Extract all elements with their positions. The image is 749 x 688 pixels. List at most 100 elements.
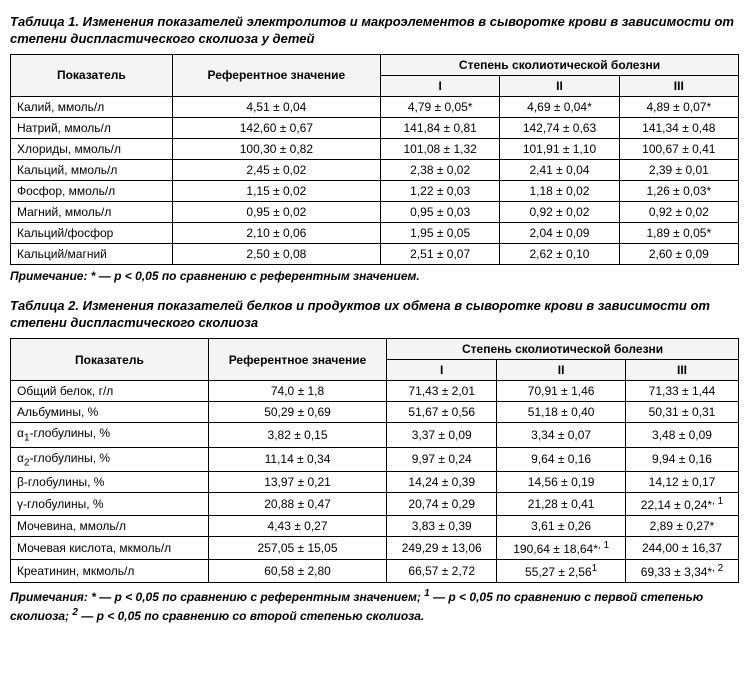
row-value: 2,10 ± 0,06 bbox=[172, 222, 380, 243]
th-deg2: II bbox=[497, 360, 626, 381]
row-value: 71,43 ± 2,01 bbox=[387, 381, 497, 402]
row-value: 3,34 ± 0,07 bbox=[497, 423, 626, 447]
row-value: 55,27 ± 2,561 bbox=[497, 559, 626, 582]
row-value: 244,00 ± 16,37 bbox=[626, 536, 739, 559]
row-value: 1,15 ± 0,02 bbox=[172, 180, 380, 201]
row-value: 2,60 ± 0,09 bbox=[619, 243, 738, 264]
row-value: 4,51 ± 0,04 bbox=[172, 96, 380, 117]
row-value: 101,08 ± 1,32 bbox=[381, 138, 500, 159]
row-value: 4,43 ± 0,27 bbox=[208, 515, 386, 536]
row-value: 1,89 ± 0,05* bbox=[619, 222, 738, 243]
row-value: 50,29 ± 0,69 bbox=[208, 402, 386, 423]
row-value: 3,37 ± 0,09 bbox=[387, 423, 497, 447]
table1: Показатель Референтное значение Степень … bbox=[10, 54, 739, 265]
row-value: 1,22 ± 0,03 bbox=[381, 180, 500, 201]
row-label: Мочевина, ммоль/л bbox=[11, 515, 209, 536]
row-value: 14,56 ± 0,19 bbox=[497, 471, 626, 492]
row-value: 14,24 ± 0,39 bbox=[387, 471, 497, 492]
row-value: 74,0 ± 1,8 bbox=[208, 381, 386, 402]
row-value: 51,18 ± 0,40 bbox=[497, 402, 626, 423]
table2: Показатель Референтное значение Степень … bbox=[10, 338, 739, 583]
row-value: 2,51 ± 0,07 bbox=[381, 243, 500, 264]
row-label: Фосфор, ммоль/л bbox=[11, 180, 173, 201]
row-label: Калий, ммоль/л bbox=[11, 96, 173, 117]
table-row: Общий белок, г/л74,0 ± 1,871,43 ± 2,0170… bbox=[11, 381, 739, 402]
row-value: 20,88 ± 0,47 bbox=[208, 492, 386, 515]
row-value: 0,92 ± 0,02 bbox=[500, 201, 619, 222]
row-value: 2,62 ± 0,10 bbox=[500, 243, 619, 264]
table2-title: Таблица 2. Изменения показателей белков … bbox=[10, 298, 739, 332]
row-value: 2,89 ± 0,27* bbox=[626, 515, 739, 536]
row-label: α1-глобулины, % bbox=[11, 423, 209, 447]
row-value: 2,41 ± 0,04 bbox=[500, 159, 619, 180]
row-value: 249,29 ± 13,06 bbox=[387, 536, 497, 559]
table-row: Альбумины, %50,29 ± 0,6951,67 ± 0,5651,1… bbox=[11, 402, 739, 423]
row-value: 71,33 ± 1,44 bbox=[626, 381, 739, 402]
row-value: 141,84 ± 0,81 bbox=[381, 117, 500, 138]
row-value: 100,67 ± 0,41 bbox=[619, 138, 738, 159]
row-value: 257,05 ± 15,05 bbox=[208, 536, 386, 559]
row-value: 11,14 ± 0,34 bbox=[208, 447, 386, 471]
row-value: 3,48 ± 0,09 bbox=[626, 423, 739, 447]
th-deg1: I bbox=[387, 360, 497, 381]
row-label: Хлориды, ммоль/л bbox=[11, 138, 173, 159]
th-param: Показатель bbox=[11, 54, 173, 96]
row-label: Кальций/фосфор bbox=[11, 222, 173, 243]
row-value: 0,95 ± 0,02 bbox=[172, 201, 380, 222]
row-value: 2,38 ± 0,02 bbox=[381, 159, 500, 180]
row-value: 20,74 ± 0,29 bbox=[387, 492, 497, 515]
row-value: 2,50 ± 0,08 bbox=[172, 243, 380, 264]
th-deg3: III bbox=[619, 75, 738, 96]
row-label: β-глобулины, % bbox=[11, 471, 209, 492]
row-value: 69,33 ± 3,34*, 2 bbox=[626, 559, 739, 582]
row-label: Альбумины, % bbox=[11, 402, 209, 423]
table-row: Кальций/фосфор2,10 ± 0,061,95 ± 0,052,04… bbox=[11, 222, 739, 243]
table-row: α1-глобулины, %3,82 ± 0,153,37 ± 0,093,3… bbox=[11, 423, 739, 447]
row-value: 190,64 ± 18,64*, 1 bbox=[497, 536, 626, 559]
row-value: 4,79 ± 0,05* bbox=[381, 96, 500, 117]
table-row: Натрий, ммоль/л142,60 ± 0,67141,84 ± 0,8… bbox=[11, 117, 739, 138]
table-row: Креатинин, мкмоль/л60,58 ± 2,8066,57 ± 2… bbox=[11, 559, 739, 582]
th-group: Степень сколиотической болезни bbox=[381, 54, 739, 75]
row-value: 3,82 ± 0,15 bbox=[208, 423, 386, 447]
table-row: Мочевина, ммоль/л4,43 ± 0,273,83 ± 0,393… bbox=[11, 515, 739, 536]
table2-note: Примечания: * — р < 0,05 по сравнению с … bbox=[10, 587, 739, 624]
row-value: 9,94 ± 0,16 bbox=[626, 447, 739, 471]
row-value: 51,67 ± 0,56 bbox=[387, 402, 497, 423]
row-value: 4,89 ± 0,07* bbox=[619, 96, 738, 117]
row-value: 3,61 ± 0,26 bbox=[497, 515, 626, 536]
table-row: γ-глобулины, %20,88 ± 0,4720,74 ± 0,2921… bbox=[11, 492, 739, 515]
table-row: Кальций, ммоль/л2,45 ± 0,022,38 ± 0,022,… bbox=[11, 159, 739, 180]
table-row: Фосфор, ммоль/л1,15 ± 0,021,22 ± 0,031,1… bbox=[11, 180, 739, 201]
table-row: β-глобулины, %13,97 ± 0,2114,24 ± 0,3914… bbox=[11, 471, 739, 492]
row-label: Магний, ммоль/л bbox=[11, 201, 173, 222]
th-ref: Референтное значение bbox=[172, 54, 380, 96]
th-deg1: I bbox=[381, 75, 500, 96]
row-value: 4,69 ± 0,04* bbox=[500, 96, 619, 117]
row-value: 66,57 ± 2,72 bbox=[387, 559, 497, 582]
table-row: Кальций/магний2,50 ± 0,082,51 ± 0,072,62… bbox=[11, 243, 739, 264]
row-label: Кальций/магний bbox=[11, 243, 173, 264]
row-label: γ-глобулины, % bbox=[11, 492, 209, 515]
row-value: 2,04 ± 0,09 bbox=[500, 222, 619, 243]
th-param: Показатель bbox=[11, 339, 209, 381]
row-label: α2-глобулины, % bbox=[11, 447, 209, 471]
table-row: Хлориды, ммоль/л100,30 ± 0,82101,08 ± 1,… bbox=[11, 138, 739, 159]
row-value: 13,97 ± 0,21 bbox=[208, 471, 386, 492]
row-value: 14,12 ± 0,17 bbox=[626, 471, 739, 492]
row-value: 2,39 ± 0,01 bbox=[619, 159, 738, 180]
row-value: 9,64 ± 0,16 bbox=[497, 447, 626, 471]
row-value: 142,74 ± 0,63 bbox=[500, 117, 619, 138]
row-value: 0,92 ± 0,02 bbox=[619, 201, 738, 222]
row-label: Кальций, ммоль/л bbox=[11, 159, 173, 180]
table-row: Магний, ммоль/л0,95 ± 0,020,95 ± 0,030,9… bbox=[11, 201, 739, 222]
row-value: 9,97 ± 0,24 bbox=[387, 447, 497, 471]
row-value: 142,60 ± 0,67 bbox=[172, 117, 380, 138]
row-label: Общий белок, г/л bbox=[11, 381, 209, 402]
table1-title: Таблица 1. Изменения показателей электро… bbox=[10, 14, 739, 48]
row-value: 1,18 ± 0,02 bbox=[500, 180, 619, 201]
table-row: α2-глобулины, %11,14 ± 0,349,97 ± 0,249,… bbox=[11, 447, 739, 471]
row-value: 22,14 ± 0,24*, 1 bbox=[626, 492, 739, 515]
row-value: 21,28 ± 0,41 bbox=[497, 492, 626, 515]
th-ref: Референтное значение bbox=[208, 339, 386, 381]
